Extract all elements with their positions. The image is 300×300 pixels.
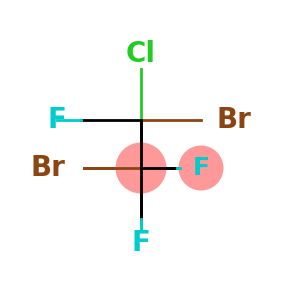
Text: Cl: Cl <box>126 40 156 68</box>
Text: Br: Br <box>217 106 251 134</box>
Text: F: F <box>48 106 66 134</box>
Circle shape <box>116 142 166 194</box>
Text: F: F <box>193 156 209 180</box>
Text: Br: Br <box>31 154 65 182</box>
Circle shape <box>178 146 224 190</box>
Text: F: F <box>132 229 150 257</box>
